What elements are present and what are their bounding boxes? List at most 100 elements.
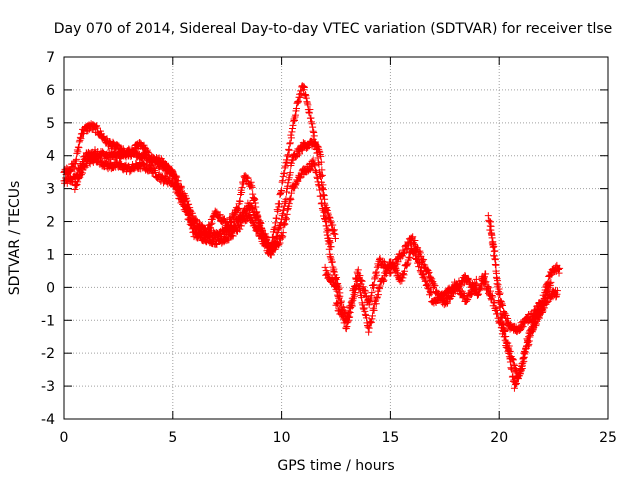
data-point <box>284 152 292 160</box>
data-point <box>143 147 151 155</box>
y-tick-label: 2 <box>46 215 55 231</box>
data-point <box>553 290 561 298</box>
data-point <box>497 319 505 327</box>
data-point <box>322 218 330 226</box>
data-point <box>178 196 186 204</box>
data-point <box>323 269 331 277</box>
data-point <box>492 267 500 275</box>
data-point <box>486 287 494 295</box>
axis-ticks <box>63 56 609 420</box>
data-point <box>554 265 562 273</box>
data-point <box>373 263 381 271</box>
data-point <box>250 194 258 202</box>
data-point <box>321 263 329 271</box>
data-point <box>491 255 499 263</box>
data-point <box>527 329 535 337</box>
data-point <box>486 218 494 226</box>
data-point <box>304 101 312 109</box>
data-point <box>331 230 339 238</box>
data-point <box>188 221 196 229</box>
data-point <box>493 280 501 288</box>
data-point <box>512 379 520 387</box>
data-point <box>254 215 262 223</box>
data-point <box>143 160 151 168</box>
data-point <box>309 127 317 135</box>
data-point <box>75 138 83 146</box>
data-point <box>356 284 364 292</box>
plot-frame <box>63 56 609 420</box>
data-point <box>296 150 304 158</box>
data-point <box>333 299 341 307</box>
data-point <box>370 306 378 314</box>
x-tick-label: 10 <box>273 430 291 446</box>
data-point <box>281 220 289 228</box>
data-point <box>522 342 530 350</box>
data-point <box>303 98 311 106</box>
data-point <box>491 260 499 268</box>
data-point <box>519 355 527 363</box>
data-point <box>285 145 293 153</box>
data-point <box>317 152 325 160</box>
data-point <box>305 109 313 117</box>
data-point <box>274 232 282 240</box>
data-point <box>361 310 369 318</box>
data-point <box>523 336 531 344</box>
data-point <box>406 254 414 262</box>
data-point <box>285 146 293 154</box>
data-point <box>75 144 83 152</box>
data-point <box>367 292 375 300</box>
data-point <box>517 366 525 374</box>
x-tick-label: 25 <box>599 430 617 446</box>
data-point <box>537 310 545 318</box>
data-point <box>284 151 292 159</box>
data-point <box>342 324 350 332</box>
data-point <box>475 290 483 298</box>
data-point <box>333 287 341 295</box>
data-point <box>248 204 256 212</box>
data-point <box>367 318 375 326</box>
data-point <box>72 182 80 190</box>
data-point <box>470 286 478 294</box>
data-point <box>235 204 243 212</box>
data-point <box>67 178 75 186</box>
data-point <box>254 226 262 234</box>
data-point <box>504 346 512 354</box>
data-point <box>216 211 224 219</box>
data-point <box>229 232 237 240</box>
data-point <box>302 94 310 102</box>
data-point <box>92 122 100 130</box>
data-point <box>248 182 256 190</box>
data-point <box>278 186 286 194</box>
y-tick-label: -3 <box>41 379 55 395</box>
data-point <box>416 247 424 255</box>
data-point <box>74 178 82 186</box>
data-point <box>284 182 292 190</box>
data-point <box>420 272 428 280</box>
data-point <box>336 292 344 300</box>
data-point <box>427 289 435 297</box>
data-point <box>461 271 469 279</box>
data-point <box>344 318 352 326</box>
data-point <box>281 199 289 207</box>
data-point <box>340 303 348 311</box>
data-point <box>368 315 376 323</box>
data-point <box>491 247 499 255</box>
data-point <box>291 184 299 192</box>
data-point <box>310 132 318 140</box>
data-point <box>546 280 554 288</box>
data-point <box>260 235 268 243</box>
data-point <box>280 206 288 214</box>
data-point <box>274 207 282 215</box>
data-point <box>404 259 412 267</box>
data-point <box>275 225 283 233</box>
data-point <box>323 231 331 239</box>
data-point <box>196 230 204 238</box>
data-points <box>60 82 564 392</box>
data-point <box>416 267 424 275</box>
data-point <box>236 197 244 205</box>
data-point <box>240 178 248 186</box>
data-point <box>242 173 250 181</box>
y-axis-title: SDTVAR / TECUs <box>7 181 23 296</box>
data-point <box>330 226 338 234</box>
